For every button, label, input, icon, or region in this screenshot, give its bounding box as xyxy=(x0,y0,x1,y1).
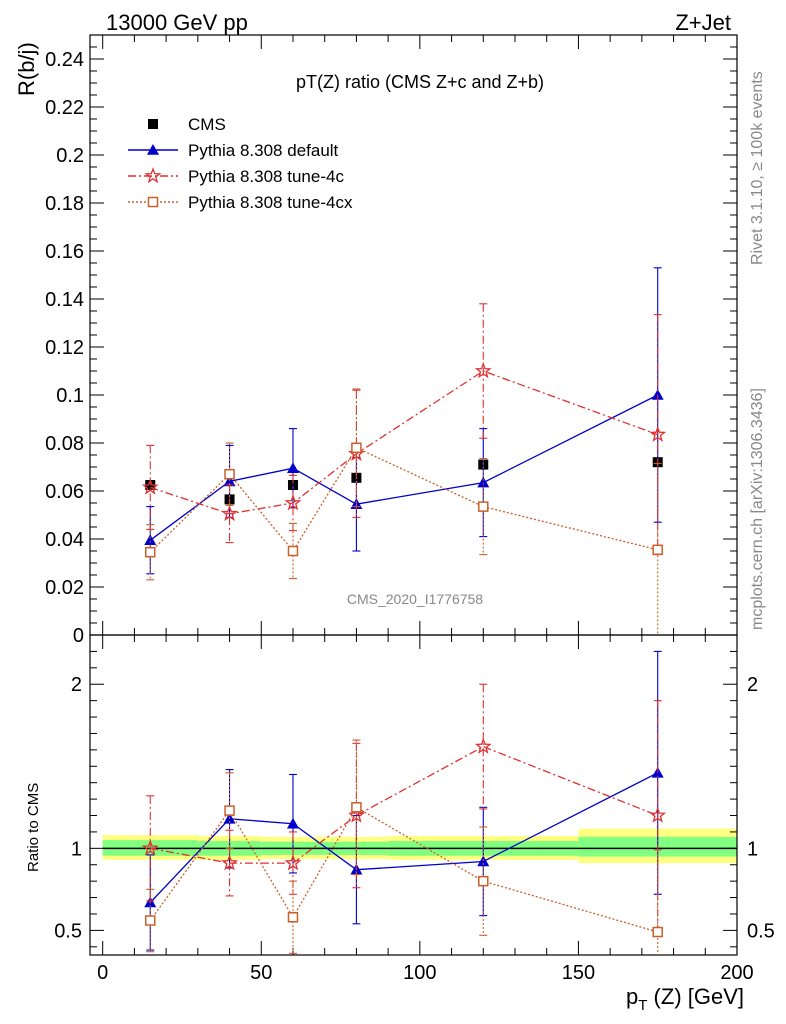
ratio-data-point xyxy=(145,915,156,926)
data-point xyxy=(287,545,299,557)
ratio-data-point xyxy=(348,806,365,823)
main-ytick-label: 0.12 xyxy=(45,337,84,359)
ratio-series-line xyxy=(149,772,658,903)
series-line xyxy=(149,394,658,541)
main-ytick-label: 0.16 xyxy=(45,241,84,263)
ratio-data-point xyxy=(221,854,238,871)
data-point xyxy=(286,462,299,473)
ratio-plot: 0.5 0.5 1 1 2 2 0 50 100 150 200 Ratio to CMS pT (Z)… xyxy=(25,634,775,1014)
main-ytick-label: 0.1 xyxy=(56,385,84,407)
data-point xyxy=(145,546,156,558)
data-point xyxy=(351,442,362,454)
data-point xyxy=(284,494,302,511)
ratio-ylabel: Ratio to CMS xyxy=(25,783,42,872)
data-point xyxy=(141,478,159,495)
ratio-xtick-label: 50 xyxy=(250,962,272,984)
data-point xyxy=(651,389,664,400)
rivet-label: Rivet 3.1.10, ≥ 100k events xyxy=(749,71,766,265)
ratio-ytick-label-right: 2 xyxy=(747,674,758,696)
ratio-data-point xyxy=(474,737,492,754)
ratio-data-point xyxy=(224,805,235,816)
ratio-xtick-label: 0 xyxy=(97,962,108,984)
ratio-xtick-label: 150 xyxy=(562,962,595,984)
main-plot: 0 0.02 0.04 0.06 0.08 0.1 0.12 0.14 0.16 0.18 0.2 0… xyxy=(14,34,738,647)
data-point xyxy=(144,534,157,545)
main-ytick-label: 0.14 xyxy=(45,289,84,311)
legend-marker xyxy=(148,119,158,129)
ratio-xlabel: pT (Z) [GeV] xyxy=(626,984,744,1014)
header-right: Z+Jet xyxy=(675,10,731,35)
ratio-data-point xyxy=(649,806,667,823)
ratio-frame xyxy=(89,634,738,956)
series-tune4c xyxy=(141,303,667,556)
ratio-series-line xyxy=(149,806,658,933)
ratio-series-tune4cx xyxy=(145,739,663,955)
main-ytick-label: 0.24 xyxy=(45,49,84,71)
mcplots-label: mcplots.cern.ch [arXiv:1306.3436] xyxy=(749,388,766,630)
main-ytick-label: 0.02 xyxy=(45,577,84,599)
data-point xyxy=(652,544,663,556)
main-ytick-label: 0 xyxy=(73,625,84,647)
data-point xyxy=(474,362,492,379)
main-title: pT(Z) ratio (CMS Z+c and Z+b) xyxy=(296,72,544,92)
legend-marker xyxy=(144,167,162,184)
series-line xyxy=(150,370,658,515)
ratio-ytick-label: 2 xyxy=(71,674,82,696)
main-ytick-label: 0.06 xyxy=(45,481,84,503)
ratio-data-point xyxy=(351,802,362,813)
ratio-data-point xyxy=(141,839,159,856)
ratio-xtick-label: 100 xyxy=(403,962,436,984)
series-tune4cx xyxy=(145,388,663,635)
ratio-xtick-label: 200 xyxy=(720,962,753,984)
legend-label: Pythia 8.308 default xyxy=(188,141,339,160)
ratio-series-line xyxy=(150,745,658,864)
data-point xyxy=(221,504,238,522)
ratio-series-tune4c xyxy=(141,683,667,931)
main-ytick-label: 0.08 xyxy=(45,433,84,455)
main-ytick-label: 0.22 xyxy=(45,97,84,119)
watermark: CMS_2020_I1776758 xyxy=(347,591,483,607)
main-ytick-label: 0.18 xyxy=(45,193,84,215)
main-ytick-label: 0.04 xyxy=(45,529,84,551)
ratio-data-point xyxy=(652,926,663,938)
legend-marker xyxy=(147,196,159,208)
series-default xyxy=(144,267,664,575)
ratio-ytick-label: 1 xyxy=(71,838,82,860)
data-point xyxy=(478,501,489,512)
data-point xyxy=(477,476,490,488)
legend-marker xyxy=(147,144,159,155)
ratio-data-point xyxy=(286,817,299,829)
main-ytick-label: 0.2 xyxy=(56,145,84,167)
header-left: 13000 GeV pp xyxy=(106,10,248,35)
ratio-ytick-label: 0.5 xyxy=(54,920,82,942)
data-point xyxy=(224,468,235,480)
ratio-data-point xyxy=(284,854,302,871)
legend-label: CMS xyxy=(188,115,226,134)
series-line xyxy=(149,446,658,553)
ratio-ytick-label-right: 0.5 xyxy=(747,920,775,942)
ratio-data-point xyxy=(478,875,489,887)
main-ylabel: R(b/j) xyxy=(14,42,39,96)
legend-label: Pythia 8.308 tune-4cx xyxy=(188,193,353,212)
ratio-ytick-label-right: 1 xyxy=(747,838,758,860)
ratio-data-point xyxy=(287,912,299,923)
legend-label: Pythia 8.308 tune-4c xyxy=(188,167,344,186)
data-point xyxy=(649,425,667,442)
ratio-series-default xyxy=(144,650,664,951)
